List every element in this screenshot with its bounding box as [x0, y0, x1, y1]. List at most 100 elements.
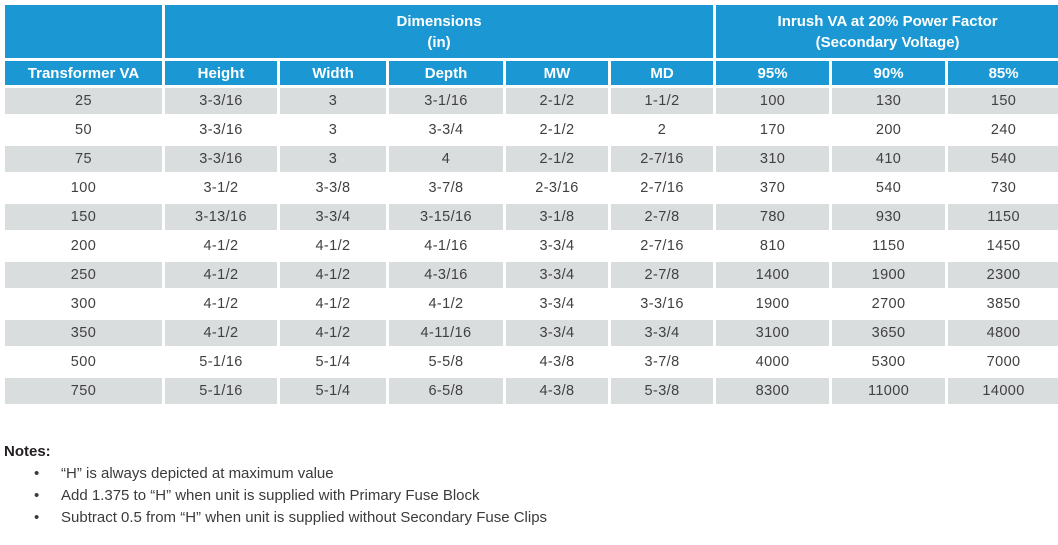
table-cell: 370: [716, 175, 830, 201]
table-cell: 3-7/8: [611, 349, 714, 375]
table-cell: 200: [832, 117, 946, 143]
table-cell: 200: [5, 233, 162, 259]
column-header-row: Transformer VA Height Width Depth MW MD …: [5, 61, 1058, 85]
note-item: “H” is always depicted at maximum value: [4, 463, 1004, 485]
table-cell: 3850: [948, 291, 1058, 317]
table-cell: 3-3/4: [506, 291, 608, 317]
table-cell: 300: [5, 291, 162, 317]
table-cell: 3-15/16: [389, 204, 503, 230]
group-header-inrush-line1: Inrush VA at 20% Power Factor: [777, 12, 998, 30]
table-cell: 14000: [948, 378, 1058, 404]
table-cell: 4: [389, 146, 503, 172]
table-cell: 1150: [948, 204, 1058, 230]
table-cell: 75: [5, 146, 162, 172]
column-header-depth: Depth: [389, 61, 503, 85]
table-row-350: 350 4-1/2 4-1/2 4-11/16 3-3/4 3-3/4 3100…: [5, 320, 1058, 346]
table-cell: 3-3/4: [506, 262, 608, 288]
table-cell: 6-5/8: [389, 378, 503, 404]
table-cell: 2: [611, 117, 714, 143]
group-header-dimensions: Dimensions (in): [165, 5, 714, 58]
group-header-inrush: Inrush VA at 20% Power Factor (Secondary…: [716, 5, 1058, 58]
table-row-50: 50 3-3/16 3 3-3/4 2-1/2 2 170 200 240: [5, 117, 1058, 143]
table-cell: 240: [948, 117, 1058, 143]
table-cell: 100: [5, 175, 162, 201]
table-cell: 4-1/2: [280, 233, 386, 259]
table-cell: 4-1/2: [165, 291, 277, 317]
table-row-500: 500 5-1/16 5-1/4 5-5/8 4-3/8 3-7/8 4000 …: [5, 349, 1058, 375]
table-cell: 3-1/2: [165, 175, 277, 201]
table-cell: 1450: [948, 233, 1058, 259]
notes-list: “H” is always depicted at maximum value …: [4, 463, 1004, 529]
notes-title: Notes:: [4, 443, 51, 460]
table-cell: 3650: [832, 320, 946, 346]
table-cell: 540: [832, 175, 946, 201]
group-header-row: Dimensions (in) Inrush VA at 20% Power F…: [5, 5, 1058, 58]
table-cell: 2-7/8: [611, 204, 714, 230]
group-header-dimensions-line1: Dimensions: [396, 12, 482, 30]
table-cell: 3-3/4: [280, 204, 386, 230]
table-cell: 4-11/16: [389, 320, 503, 346]
group-header-inrush-line2: (Secondary Voltage): [815, 33, 960, 51]
table-cell: 1150: [832, 233, 946, 259]
table-cell: 3: [280, 88, 386, 114]
table-cell: 4-1/2: [389, 291, 503, 317]
table-cell: 4-1/2: [280, 291, 386, 317]
table-cell: 3-13/16: [165, 204, 277, 230]
table-cell: 5300: [832, 349, 946, 375]
column-header-transformer-va: Transformer VA: [5, 61, 162, 85]
table-cell: 2300: [948, 262, 1058, 288]
table-cell: 2-3/16: [506, 175, 608, 201]
table-cell: 4-1/2: [280, 262, 386, 288]
table-cell: 3-7/8: [389, 175, 503, 201]
table-cell: 540: [948, 146, 1058, 172]
table-cell: 100: [716, 88, 830, 114]
table-cell: 4-3/8: [506, 349, 608, 375]
table-cell: 25: [5, 88, 162, 114]
table-cell: 2-1/2: [506, 88, 608, 114]
table-cell: 350: [5, 320, 162, 346]
table-cell: 7000: [948, 349, 1058, 375]
table-row-150: 150 3-13/16 3-3/4 3-15/16 3-1/8 2-7/8 78…: [5, 204, 1058, 230]
table-cell: 150: [948, 88, 1058, 114]
table-row-75: 75 3-3/16 3 4 2-1/2 2-7/16 310 410 540: [5, 146, 1058, 172]
note-item: Subtract 0.5 from “H” when unit is suppl…: [4, 507, 1004, 529]
table-cell: 4-3/8: [506, 378, 608, 404]
table-cell: 5-1/16: [165, 349, 277, 375]
table-cell: 2-7/16: [611, 146, 714, 172]
table-cell: 3-3/4: [506, 233, 608, 259]
table-cell: 4800: [948, 320, 1058, 346]
table-cell: 3-3/16: [165, 117, 277, 143]
table-cell: 810: [716, 233, 830, 259]
group-header-dimensions-line2: (in): [427, 33, 451, 51]
column-header-90: 90%: [832, 61, 946, 85]
table-cell: 5-1/4: [280, 378, 386, 404]
table-cell: 4-1/2: [165, 320, 277, 346]
table-cell: 930: [832, 204, 946, 230]
table-cell: 2-7/16: [611, 233, 714, 259]
blank-corner-cell: [5, 5, 162, 58]
table-cell: 5-1/4: [280, 349, 386, 375]
table-cell: 500: [5, 349, 162, 375]
table-cell: 4-1/2: [165, 233, 277, 259]
table-cell: 730: [948, 175, 1058, 201]
table-cell: 1-1/2: [611, 88, 714, 114]
table-cell: 130: [832, 88, 946, 114]
table-cell: 410: [832, 146, 946, 172]
table-cell: 3-3/4: [389, 117, 503, 143]
table-cell: 4-1/2: [280, 320, 386, 346]
table-cell: 2-7/16: [611, 175, 714, 201]
table-cell: 2700: [832, 291, 946, 317]
table-cell: 3-3/16: [165, 146, 277, 172]
table-cell: 4-1/2: [165, 262, 277, 288]
table-cell: 3100: [716, 320, 830, 346]
table-cell: 3-3/16: [611, 291, 714, 317]
table-cell: 4-3/16: [389, 262, 503, 288]
table-cell: 8300: [716, 378, 830, 404]
table-cell: 2-1/2: [506, 117, 608, 143]
column-header-height: Height: [165, 61, 277, 85]
table-cell: 3-1/16: [389, 88, 503, 114]
table-cell: 4000: [716, 349, 830, 375]
table-cell: 3: [280, 146, 386, 172]
table-cell: 3-3/16: [165, 88, 277, 114]
table-cell: 1900: [716, 291, 830, 317]
